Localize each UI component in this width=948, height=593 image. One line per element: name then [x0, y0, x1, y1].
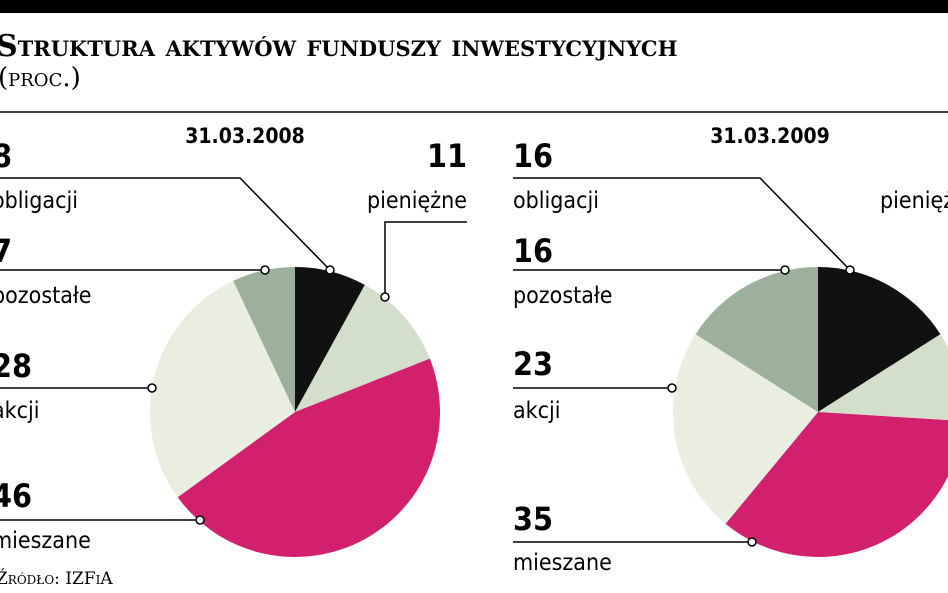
leader-dot: [195, 515, 205, 525]
category-label: pieniężne: [880, 188, 948, 214]
category-label: mieszane: [513, 550, 612, 576]
category-label: pozostałe: [513, 283, 613, 309]
leader-dot: [147, 383, 157, 393]
pie-slice: [295, 267, 365, 412]
pie-slice: [818, 267, 941, 412]
value-label: 28: [0, 347, 32, 385]
category-label: mieszane: [0, 528, 91, 554]
leader-dot: [260, 265, 270, 275]
leader-dot: [380, 292, 390, 302]
category-label: akcji: [513, 398, 561, 424]
pie-slice: [150, 280, 295, 498]
leader-dot: [325, 265, 335, 275]
category-label: obligacji: [0, 188, 78, 214]
pie-slice: [818, 334, 948, 421]
pie-slice: [695, 267, 818, 412]
chart-subtitle: (proc.): [0, 63, 81, 93]
category-label: akcji: [0, 398, 40, 424]
value-label: 16: [513, 137, 553, 175]
leader-line: [513, 177, 851, 271]
category-label: obligacji: [513, 188, 599, 214]
leader-dot: [747, 537, 757, 547]
leader-dot: [667, 383, 677, 393]
value-label: 7: [0, 232, 12, 270]
leader-dot: [780, 265, 790, 275]
pie-slice: [233, 267, 295, 412]
pie-date: 31.03.2008: [185, 124, 305, 148]
source: Źródło: IZFiA: [0, 568, 113, 589]
pie-slice: [177, 358, 440, 557]
pie-slice: [673, 334, 818, 524]
pie-date: 31.03.2009: [710, 124, 830, 148]
top-bar: [0, 0, 948, 13]
category-label: pozostałe: [0, 283, 92, 309]
leader-dot: [845, 265, 855, 275]
value-label: 8: [0, 137, 12, 175]
leader-line: [0, 177, 331, 271]
leader-line: [384, 221, 467, 297]
value-label: 16: [513, 232, 553, 270]
value-label: 46: [0, 477, 32, 515]
chart-title: Struktura aktywów funduszy inwestycyjnyc…: [0, 29, 677, 64]
pie-slice: [295, 284, 430, 412]
category-label: pieniężne: [367, 188, 467, 214]
pie-slice: [725, 412, 948, 557]
value-label: 23: [513, 345, 553, 383]
value-label: 11: [427, 137, 467, 175]
value-label: 35: [513, 500, 553, 538]
